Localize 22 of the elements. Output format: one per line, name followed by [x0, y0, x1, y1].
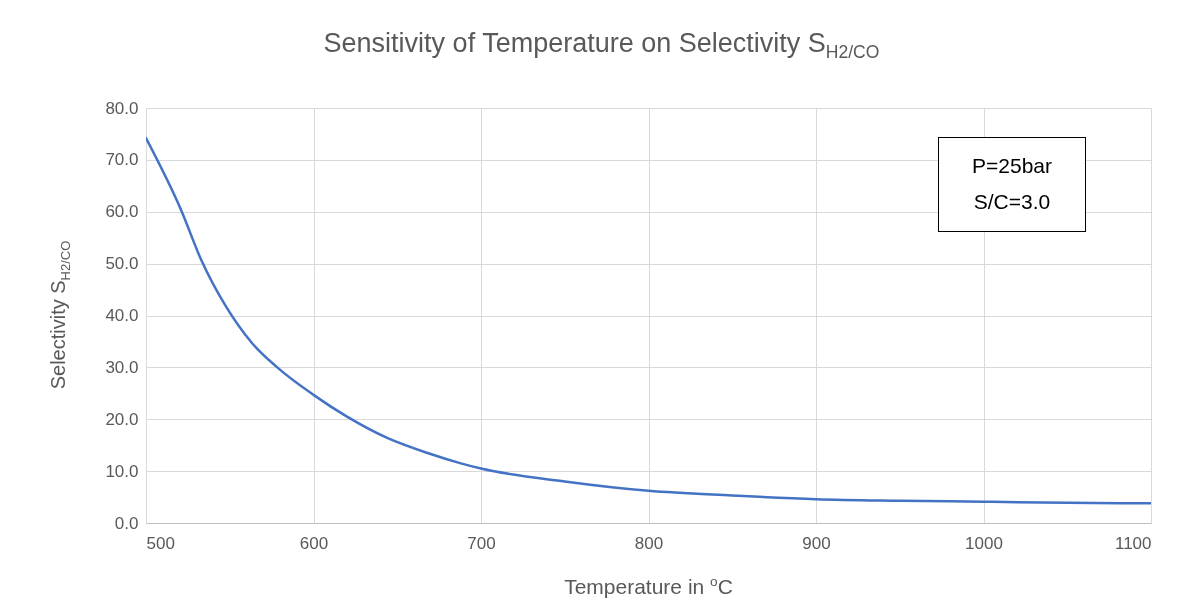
- x-axis-title: Temperature in $^{o}$C: [563, 574, 734, 599]
- x-tick-label: 500: [146, 533, 175, 553]
- y-tick-label: 0.0: [114, 513, 139, 533]
- text-box: P=25bar S/C=3.0: [938, 137, 1086, 232]
- y-tick-label: 50.0: [105, 254, 139, 274]
- y-tick-label: 80.0: [105, 98, 139, 118]
- x-tick-label: 1100: [1114, 533, 1152, 553]
- annotation: P=25bar: [971, 153, 1053, 179]
- line-series: [146, 136, 1151, 505]
- x-tick-label: 800: [634, 533, 664, 553]
- x-tick-label: 1000: [965, 533, 1003, 553]
- y-tick-label: 30.0: [105, 357, 139, 377]
- y-tick-label: 20.0: [105, 409, 139, 429]
- y-tick-label: 70.0: [105, 150, 139, 170]
- chart-title: Sensitivity of Temperature on Selectivity S$_{H2/CO}$: [322, 28, 881, 64]
- x-tick-label: 700: [467, 533, 496, 553]
- x-tick-label: 600: [299, 533, 329, 553]
- annotation: S/C=3.0: [972, 189, 1052, 215]
- y-tick-label: 10.0: [105, 461, 139, 481]
- y-tick-label: 40.0: [105, 306, 139, 325]
- x-tick-label: 900: [802, 533, 831, 553]
- y-tick-label: 60.0: [105, 202, 139, 222]
